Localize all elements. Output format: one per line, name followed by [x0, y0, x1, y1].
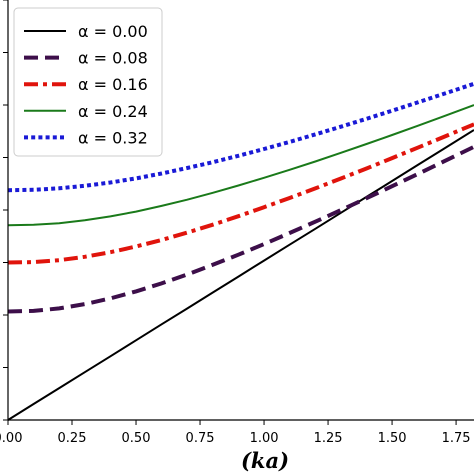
x-tick-label: 1.25	[314, 431, 343, 446]
x-tick-label: 1.75	[442, 431, 471, 446]
series-line-1	[7, 145, 474, 314]
x-tick-label: 1.50	[378, 431, 407, 446]
series-line-4	[7, 81, 474, 193]
legend-label-2: α = 0.16	[78, 75, 148, 94]
x-tick-label: 0.75	[186, 431, 215, 446]
x-tick-label: 0.00	[0, 431, 22, 446]
legend-label-0: α = 0.00	[78, 22, 148, 41]
series-line-2	[7, 122, 474, 265]
series-layer	[7, 81, 474, 421]
legend-label-4: α = 0.32	[78, 128, 148, 147]
series-line-3	[7, 104, 474, 227]
legend-label-1: α = 0.08	[78, 49, 148, 68]
series-line-0	[7, 129, 474, 421]
x-axis-title: (ka)	[241, 448, 289, 473]
x-tick-label: 1.00	[250, 431, 279, 446]
legend-box	[13, 7, 163, 157]
axes-layer: 0.00 0.25 0.50 0.75 1.00 1.25 1.50 1.75	[0, 0, 474, 446]
legend: α = 0.00 α = 0.08 α = 0.16 α = 0.24 α = 0.32	[13, 7, 163, 157]
x-tick-label: 0.25	[58, 431, 87, 446]
x-tick-label: 0.50	[122, 431, 151, 446]
legend-label-3: α = 0.24	[78, 102, 148, 121]
